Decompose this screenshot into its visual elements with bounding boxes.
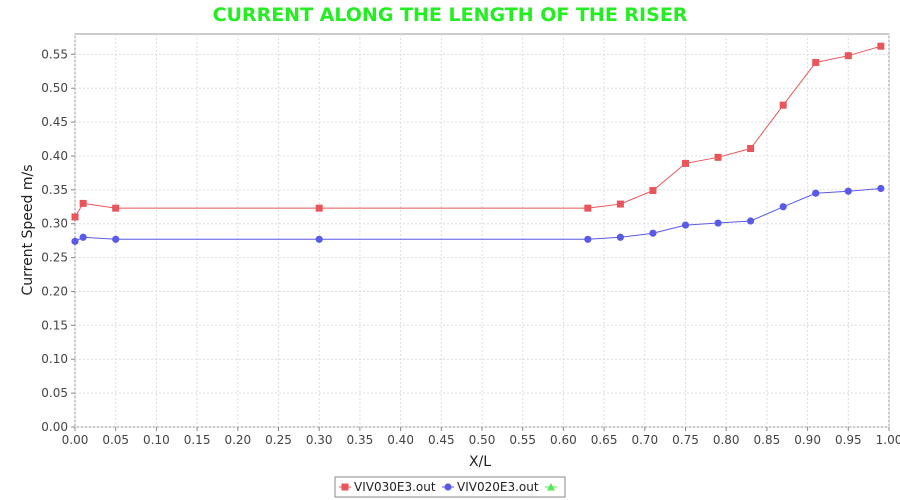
legend-marker bbox=[444, 483, 452, 491]
data-point bbox=[71, 237, 79, 245]
data-point bbox=[779, 203, 787, 211]
data-point bbox=[584, 204, 592, 212]
data-point bbox=[812, 189, 820, 197]
x-tick-label: 0.90 bbox=[794, 433, 821, 447]
data-point bbox=[844, 187, 852, 195]
data-point bbox=[747, 145, 755, 153]
legend-marker bbox=[341, 483, 349, 491]
data-point bbox=[112, 235, 120, 243]
chart-title: CURRENT ALONG THE LENGTH OF THE RISER bbox=[213, 4, 688, 26]
y-tick-label: 0.25 bbox=[41, 251, 68, 265]
data-point bbox=[747, 217, 755, 225]
x-tick-label: 0.85 bbox=[754, 433, 781, 447]
data-point bbox=[71, 213, 79, 221]
grid bbox=[74, 34, 890, 428]
y-tick-label: 0.40 bbox=[41, 149, 68, 163]
x-tick-label: 0.20 bbox=[224, 433, 251, 447]
x-tick-label: 0.30 bbox=[306, 433, 333, 447]
data-point bbox=[877, 184, 885, 193]
axes: 0.00 0.05 0.10 0.15 0.20 0.25 0.30 0.35 0.40 0.45… bbox=[41, 47, 900, 447]
data-point bbox=[616, 233, 624, 241]
data-point bbox=[714, 219, 722, 227]
series-line bbox=[74, 187, 881, 242]
data-point bbox=[112, 204, 120, 212]
x-tick-label: 0.25 bbox=[265, 433, 292, 447]
data-point bbox=[844, 52, 852, 60]
data-point bbox=[779, 101, 787, 109]
x-tick-label: 0.95 bbox=[835, 433, 862, 447]
y-tick-label: 0.15 bbox=[41, 318, 68, 332]
legend-marker bbox=[547, 483, 555, 491]
legend: VIV030E3.out VIV020E3.out bbox=[334, 476, 566, 498]
series-1 bbox=[71, 42, 885, 221]
data-point bbox=[877, 42, 885, 50]
data-point bbox=[681, 221, 690, 229]
y-tick-label: 0.00 bbox=[41, 420, 68, 434]
y-tick-label: 0.55 bbox=[41, 47, 68, 61]
series-2 bbox=[71, 184, 885, 245]
data-point bbox=[682, 159, 689, 167]
x-tick-label: 0.50 bbox=[469, 433, 496, 447]
data-point bbox=[315, 235, 323, 243]
data-point bbox=[649, 187, 657, 195]
data-point bbox=[584, 235, 592, 243]
x-tick-label: 0.75 bbox=[672, 433, 699, 447]
data-point bbox=[315, 204, 323, 212]
x-tick-label: 0.15 bbox=[184, 433, 211, 447]
x-tick-label: 0.65 bbox=[591, 433, 618, 447]
x-tick-label: 1.00 bbox=[876, 433, 900, 447]
legend-label: VIV020E3.out bbox=[457, 480, 539, 494]
x-tick-label: 0.45 bbox=[428, 433, 455, 447]
x-tick-label: 0.05 bbox=[102, 433, 129, 447]
y-tick-label: 0.30 bbox=[41, 217, 68, 231]
x-tick-label: 0.60 bbox=[550, 433, 577, 447]
data-point bbox=[79, 199, 87, 207]
x-tick-label: 0.55 bbox=[509, 433, 536, 447]
y-tick-label: 0.10 bbox=[41, 352, 68, 366]
x-tick-label: 0.00 bbox=[62, 433, 89, 447]
x-tick-label: 0.80 bbox=[713, 433, 740, 447]
y-tick-label: 0.05 bbox=[41, 386, 68, 400]
y-tick-label: 0.50 bbox=[41, 81, 68, 95]
x-tick-label: 0.35 bbox=[347, 433, 374, 447]
data-point bbox=[79, 233, 87, 241]
series-line bbox=[74, 45, 881, 218]
data-point bbox=[616, 200, 624, 208]
legend-label: VIV030E3.out bbox=[354, 480, 436, 494]
x-tick-label: 0.70 bbox=[631, 433, 658, 447]
y-axis-label: Current Speed m/s bbox=[20, 164, 36, 295]
y-tick-label: 0.20 bbox=[41, 284, 68, 298]
x-tick-label: 0.10 bbox=[143, 433, 170, 447]
data-point bbox=[714, 153, 722, 161]
x-axis-label: X/L bbox=[469, 454, 491, 470]
y-tick-label: 0.35 bbox=[41, 183, 68, 197]
data-point bbox=[812, 58, 820, 66]
y-tick-label: 0.45 bbox=[41, 115, 68, 129]
x-tick-label: 0.40 bbox=[387, 433, 414, 447]
data-point bbox=[649, 229, 657, 237]
series-group bbox=[71, 42, 885, 245]
